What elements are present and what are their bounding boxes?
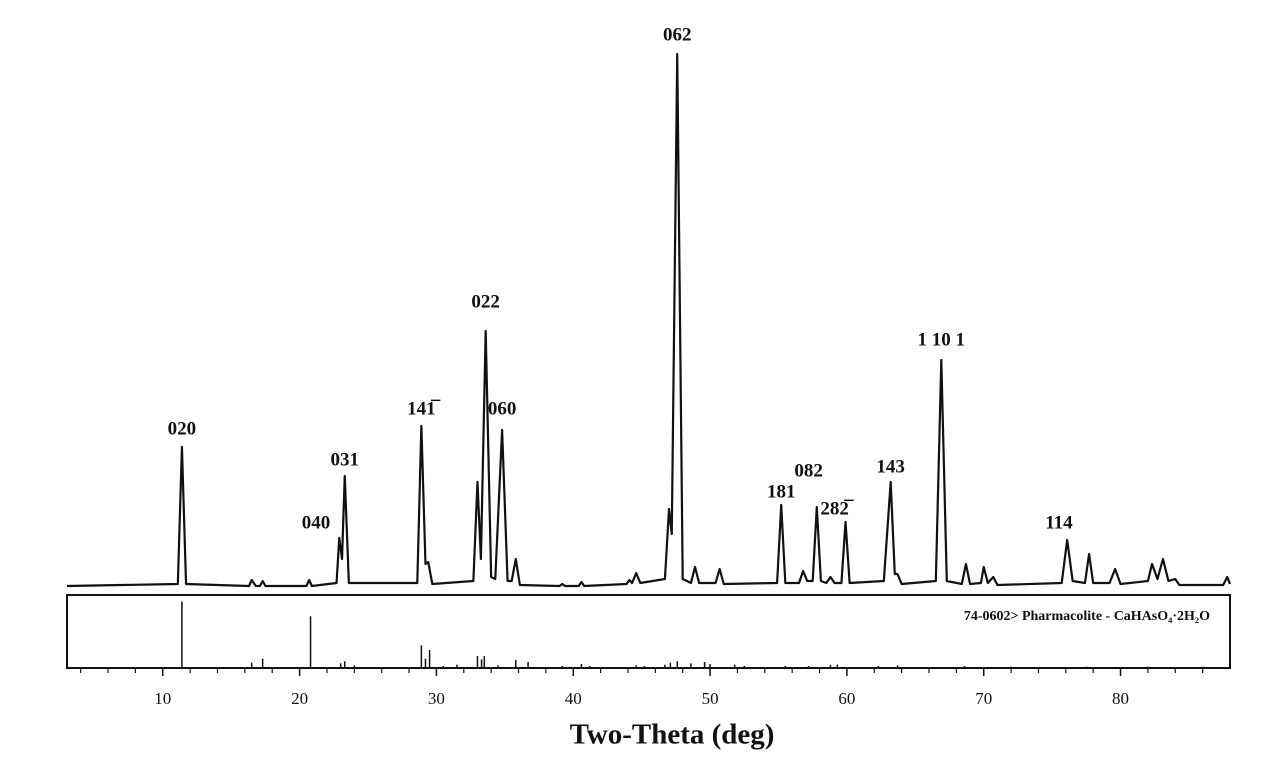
peak-label: 082	[794, 460, 823, 481]
x-tick-label: 50	[702, 689, 719, 708]
pattern-line	[66, 52, 1232, 588]
x-tick-label: 10	[154, 689, 171, 708]
peak-label: 062	[663, 24, 692, 45]
reference-label: 74-0602> Pharmacolite - CaHAsO₄·2H₂O	[964, 609, 1210, 624]
x-tick-label: 80	[1112, 689, 1129, 708]
peak-label: 040	[302, 512, 331, 533]
x-tick-label: 40	[565, 689, 582, 708]
x-tick-label: 20	[291, 689, 308, 708]
x-tick-label: 70	[975, 689, 992, 708]
reference-frame	[66, 594, 1231, 669]
peak-label: 020	[168, 418, 197, 439]
peak-label: 060	[488, 398, 517, 419]
peak-label: 031	[331, 449, 360, 470]
peak-label: 141̅	[407, 398, 441, 419]
peak-label: 143	[876, 456, 905, 477]
peak-label: 114	[1045, 512, 1073, 533]
peak-label: 022	[471, 291, 500, 312]
x-axis-label: Two-Theta (deg)	[570, 719, 775, 751]
peak-label: 282̅	[820, 498, 854, 519]
x-tick-label: 30	[428, 689, 445, 708]
peak-label: 181	[767, 481, 796, 502]
x-tick-label: 60	[838, 689, 855, 708]
peak-label: 1 10 1	[918, 329, 966, 350]
